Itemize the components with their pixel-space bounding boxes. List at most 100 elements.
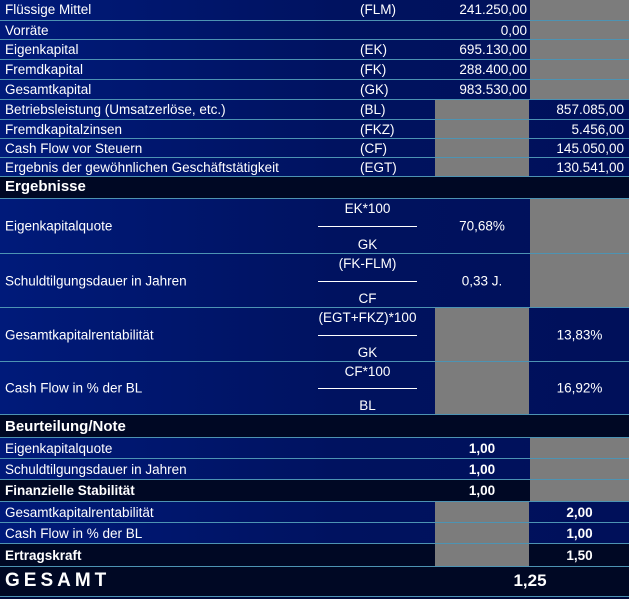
row-label: Ertragskraft bbox=[5, 548, 82, 563]
row-label: Cash Flow in % der BL bbox=[5, 380, 143, 396]
row-label: Cash Flow vor Steuern bbox=[5, 141, 143, 156]
input-row-ek: Eigenkapital (EK) 695.130,00 bbox=[0, 40, 629, 60]
gray-cell bbox=[435, 120, 529, 138]
total-value: 1,25 bbox=[513, 571, 547, 590]
input-row-fkz: Fremdkapitalzinsen (FKZ) 5.456,00 bbox=[0, 120, 629, 139]
input-row-gk: Gesamtkapital (GK) 983.530,00 bbox=[0, 80, 629, 100]
row-label: Schuldtilgungsdauer in Jahren bbox=[5, 273, 187, 288]
result-row-cf-bl: Cash Flow in % der BL CF*100 BL 16,92% bbox=[0, 362, 629, 415]
row-label: Gesamtkapital bbox=[5, 82, 92, 97]
section-header-results: Ergebnisse bbox=[0, 177, 629, 199]
result-row-ek-quote: Eigenkapitalquote EK*100 GK 70,68% bbox=[0, 199, 629, 254]
gray-cell bbox=[435, 523, 529, 543]
row-label: Schuldtilgungsdauer in Jahren bbox=[5, 462, 187, 477]
row-abbr: (CF) bbox=[360, 141, 387, 156]
value-cell[interactable]: 983.530,00 bbox=[459, 82, 527, 97]
value-cell[interactable]: 0,00 bbox=[500, 23, 527, 38]
gray-cell bbox=[530, 60, 629, 79]
row-label: Gesamtkapitalrentabilität bbox=[5, 327, 154, 342]
gray-cell bbox=[530, 254, 629, 307]
gray-cell bbox=[530, 80, 629, 99]
rating-row-cf-bl: Cash Flow in % der BL 1,00 bbox=[0, 523, 629, 544]
rating-row-finanzielle-stabilitaet: Finanzielle Stabilität 1,00 bbox=[0, 480, 629, 502]
input-row-fk: Fremdkapital (FK) 288.400,00 bbox=[0, 60, 629, 80]
formula: CF*100 BL bbox=[318, 362, 417, 414]
row-abbr: (EK) bbox=[360, 42, 387, 57]
rating-value: 1,00 bbox=[566, 526, 593, 541]
section-title: Ergebnisse bbox=[5, 178, 86, 195]
formula: (FK-FLM) CF bbox=[318, 254, 417, 307]
formula-denominator: CF bbox=[358, 291, 377, 306]
row-abbr: (FLM) bbox=[360, 2, 396, 17]
result-row-gk-rentabilitaet: Gesamtkapitalrentabilität (EGT+FKZ)*100 … bbox=[0, 308, 629, 362]
section-header-rating: Beurteilung/Note bbox=[0, 415, 629, 438]
result-value: 70,68% bbox=[459, 218, 505, 234]
rating-row-gk-rentabilitaet: Gesamtkapitalrentabilität 2,00 bbox=[0, 502, 629, 523]
rating-value: 2,00 bbox=[566, 505, 593, 520]
row-label: Eigenkapitalquote bbox=[5, 218, 113, 234]
rating-row-ertragskraft: Ertragskraft 1,50 bbox=[0, 544, 629, 567]
row-abbr: (BL) bbox=[360, 102, 386, 117]
row-label: Ergebnis der gewöhnlichen Geschäftstätig… bbox=[5, 160, 279, 175]
row-abbr: (FK) bbox=[360, 62, 387, 77]
fraction-bar bbox=[318, 388, 417, 389]
row-abbr: (GK) bbox=[360, 82, 389, 97]
gray-cell bbox=[435, 308, 529, 361]
row-label: Fremdkapital bbox=[5, 62, 84, 77]
gray-cell bbox=[530, 40, 629, 59]
gray-cell bbox=[435, 544, 529, 566]
value-cell[interactable]: 5.456,00 bbox=[571, 122, 624, 137]
formula-numerator: (EGT+FKZ)*100 bbox=[318, 310, 417, 325]
total-row: GESAMT 1,25 bbox=[0, 567, 629, 597]
value-cell[interactable]: 695.130,00 bbox=[459, 42, 527, 57]
row-label: Finanzielle Stabilität bbox=[5, 483, 135, 498]
formula-numerator: CF*100 bbox=[344, 364, 391, 379]
fraction-bar bbox=[318, 280, 417, 282]
rating-value: 1,50 bbox=[566, 548, 593, 563]
row-abbr: (EGT) bbox=[360, 160, 397, 175]
rating-value: 1,00 bbox=[468, 483, 496, 498]
section-title: Beurteilung/Note bbox=[5, 418, 126, 435]
value-cell[interactable]: 857.085,00 bbox=[556, 102, 624, 117]
row-label: Eigenkapital bbox=[5, 42, 79, 57]
fraction-bar bbox=[318, 226, 417, 227]
gray-cell bbox=[530, 21, 629, 39]
rating-row-schuldtilgung: Schuldtilgungsdauer in Jahren 1,00 bbox=[0, 459, 629, 480]
formula: (EGT+FKZ)*100 GK bbox=[318, 308, 417, 361]
value-cell[interactable]: 288.400,00 bbox=[459, 62, 527, 77]
input-row-vorraete: Vorräte 0,00 bbox=[0, 21, 629, 40]
gray-cell bbox=[530, 199, 629, 253]
fraction-bar bbox=[318, 334, 417, 336]
rating-value: 1,00 bbox=[468, 462, 496, 477]
value-cell[interactable]: 145.050,00 bbox=[556, 141, 624, 156]
formula-denominator: GK bbox=[357, 345, 378, 360]
input-row-cf: Cash Flow vor Steuern (CF) 145.050,00 bbox=[0, 139, 629, 158]
result-value: 16,92% bbox=[556, 380, 603, 396]
row-label: Flüssige Mittel bbox=[5, 2, 92, 17]
gray-cell bbox=[530, 0, 629, 20]
row-label: Fremdkapitalzinsen bbox=[5, 122, 123, 137]
row-abbr: (FKZ) bbox=[360, 122, 395, 137]
value-cell[interactable]: 241.250,00 bbox=[459, 2, 527, 17]
gray-cell bbox=[530, 459, 629, 479]
result-value: 13,83% bbox=[556, 327, 603, 342]
input-row-egt: Ergebnis der gewöhnlichen Geschäftstätig… bbox=[0, 158, 629, 177]
gray-cell bbox=[435, 502, 529, 522]
rating-value: 1,00 bbox=[468, 441, 496, 456]
rating-row-ek-quote: Eigenkapitalquote 1,00 bbox=[0, 438, 629, 459]
input-row-flm: Flüssige Mittel (FLM) 241.250,00 bbox=[0, 0, 629, 21]
row-label: Gesamtkapitalrentabilität bbox=[5, 505, 154, 520]
gray-cell bbox=[435, 158, 529, 176]
value-cell[interactable]: 130.541,00 bbox=[556, 160, 624, 175]
input-row-bl: Betriebsleistung (Umsatzerlöse, etc.) (B… bbox=[0, 100, 629, 120]
formula: EK*100 GK bbox=[318, 199, 417, 253]
total-label: GESAMT bbox=[5, 570, 111, 591]
result-value: 0,33 J. bbox=[461, 273, 503, 288]
formula-numerator: EK*100 bbox=[344, 201, 391, 216]
row-label: Cash Flow in % der BL bbox=[5, 526, 143, 541]
formula-denominator: BL bbox=[359, 398, 376, 413]
row-label: Vorräte bbox=[5, 23, 49, 38]
formula-denominator: GK bbox=[357, 237, 378, 252]
gray-cell bbox=[530, 438, 629, 458]
formula-numerator: (FK-FLM) bbox=[338, 256, 397, 271]
